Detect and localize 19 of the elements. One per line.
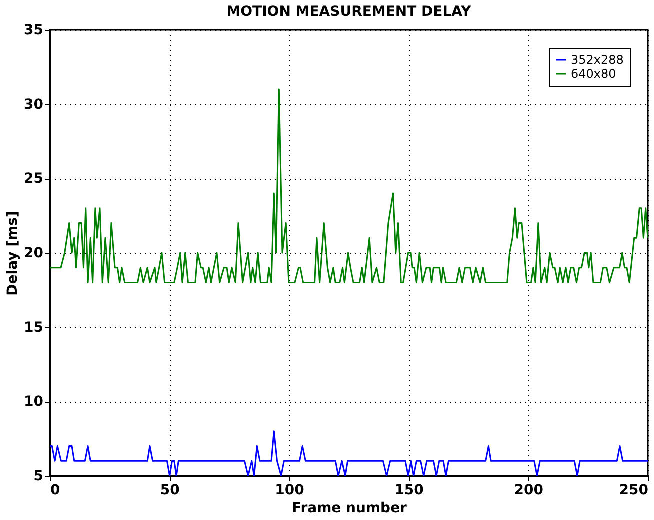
chart-title: MOTION MEASUREMENT DELAY xyxy=(226,4,472,20)
x-tick-label: 100 xyxy=(275,482,305,498)
y-tick-label: 20 xyxy=(24,246,44,262)
x-tick-label: 50 xyxy=(160,482,180,498)
x-axis-title: Frame number xyxy=(292,500,408,516)
legend-label: 352x288 xyxy=(571,53,624,67)
y-tick-label: 30 xyxy=(24,96,44,113)
y-tick-label: 25 xyxy=(24,171,44,188)
x-tick-label: 200 xyxy=(514,482,544,498)
y-tick-label: 35 xyxy=(24,22,44,38)
x-tick-label: 150 xyxy=(394,482,424,498)
x-tick-label: 250 xyxy=(619,482,649,498)
line-series xyxy=(50,88,648,284)
legend-label: 640x80 xyxy=(571,67,616,81)
y-tick-label: 5 xyxy=(34,468,44,484)
y-tick-label: 15 xyxy=(24,320,44,336)
x-tick-label: 0 xyxy=(50,482,60,498)
y-tick-label: 10 xyxy=(24,394,44,410)
y-axis-title: Delay [ms] xyxy=(5,211,22,296)
